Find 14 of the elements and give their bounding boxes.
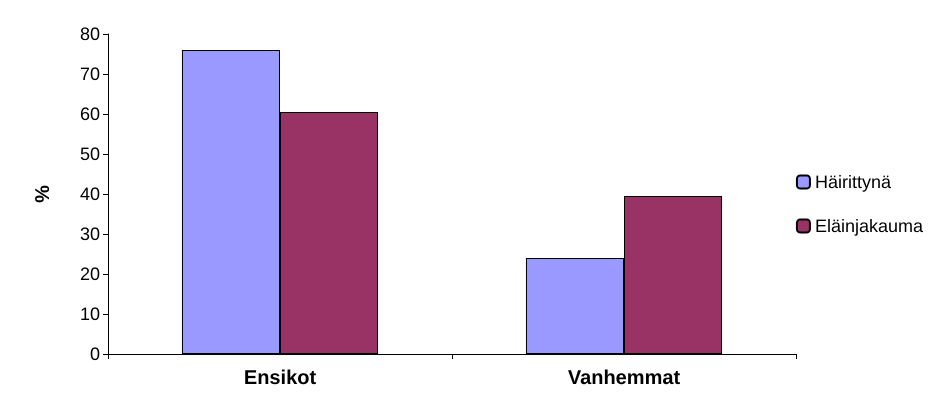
y-tick-label: 60 — [80, 104, 100, 124]
x-tick-label: Vanhemmat — [568, 367, 680, 389]
y-tick-label: 0 — [90, 344, 100, 364]
legend-label: Häirittynä — [814, 172, 892, 192]
y-tick-label: 40 — [80, 184, 100, 204]
legend-label: Eläinjakauma — [814, 216, 924, 236]
y-tick-label: 20 — [80, 264, 100, 284]
y-tick-label: 30 — [80, 224, 100, 244]
y-tick-label: 70 — [80, 64, 100, 84]
x-tick-label: Ensikot — [244, 367, 316, 389]
y-tick-label: 80 — [80, 24, 100, 44]
y-tick-label: 10 — [80, 304, 100, 324]
y-tick-label: 50 — [80, 144, 100, 164]
y-axis-title: % — [32, 184, 54, 203]
